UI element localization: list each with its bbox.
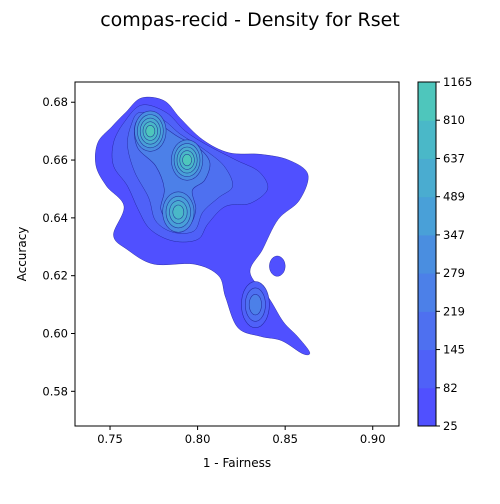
colorbar-band xyxy=(418,120,436,159)
x-tick-label: 0.90 xyxy=(360,432,386,446)
colorbar-tick-label: 1165 xyxy=(443,75,472,89)
colorbar-tick-label: 810 xyxy=(443,113,465,127)
colorbar-band xyxy=(418,82,436,121)
chart-title: compas-recid - Density for Rset xyxy=(100,9,400,31)
density-layer xyxy=(94,96,311,356)
x-tick-label: 0.75 xyxy=(97,432,123,446)
density-island xyxy=(269,255,286,277)
colorbar-band xyxy=(418,349,436,389)
x-axis: 0.75 0.80 0.85 0.90 xyxy=(97,426,386,446)
y-tick-label: 0.62 xyxy=(42,269,68,283)
plot-area xyxy=(74,81,400,427)
y-tick-label: 0.68 xyxy=(42,95,68,109)
colorbar-band xyxy=(418,158,436,198)
plot-frame xyxy=(74,81,400,427)
density-peak xyxy=(248,293,262,316)
density-peak xyxy=(172,204,185,220)
colorbar-band xyxy=(418,311,436,351)
colorbar-tick-label: 347 xyxy=(443,228,465,242)
colorbar-band xyxy=(418,196,436,236)
x-tick-label: 0.80 xyxy=(185,432,211,446)
colorbar-tick-label: 219 xyxy=(443,304,465,318)
density-peak xyxy=(182,153,192,167)
colorbar-band xyxy=(418,273,436,312)
density-peak xyxy=(145,125,156,138)
y-tick-label: 0.64 xyxy=(42,211,68,225)
colorbar-tick-label: 637 xyxy=(443,151,465,165)
colorbar-band xyxy=(418,234,436,274)
colorbar-band xyxy=(418,387,436,427)
x-tick-label: 0.85 xyxy=(272,432,298,446)
colorbar-tick-label: 25 xyxy=(443,419,458,433)
y-tick-label: 0.66 xyxy=(42,153,68,167)
colorbar-tick-label: 489 xyxy=(443,190,465,204)
y-tick-label: 0.58 xyxy=(42,384,68,398)
colorbar-tick-label: 145 xyxy=(443,343,465,357)
y-axis-label: Accuracy xyxy=(15,227,29,282)
y-tick-label: 0.60 xyxy=(42,326,68,340)
colorbar-tick-label: 82 xyxy=(443,381,458,395)
colorbar-frame xyxy=(417,81,437,427)
y-axis: 0.58 0.60 0.62 0.64 0.66 0.68 xyxy=(42,95,75,398)
colorbar-tick-label: 279 xyxy=(443,266,465,280)
x-axis-label: 1 - Fairness xyxy=(203,456,271,470)
colorbar: 25 82 145 219 279 347 489 637 810 1165 xyxy=(417,75,472,433)
